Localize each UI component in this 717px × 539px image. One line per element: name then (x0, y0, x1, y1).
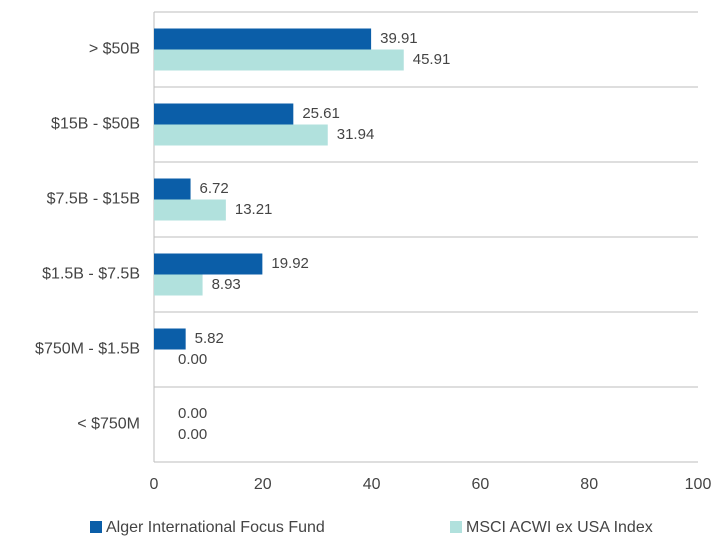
value-label: 19.92 (271, 255, 309, 272)
x-tick-label: 40 (363, 476, 381, 493)
value-label: 8.93 (212, 276, 241, 293)
value-label: 6.72 (200, 180, 229, 197)
y-tick-label: $15B - $50B (51, 116, 140, 133)
x-tick-label: 0 (150, 476, 159, 493)
bar (154, 103, 294, 125)
value-label: 0.00 (178, 426, 207, 443)
value-label: 0.00 (178, 405, 207, 422)
value-label: 25.61 (302, 105, 340, 122)
value-label: 5.82 (195, 330, 224, 347)
bar (154, 28, 372, 50)
y-tick-label: $7.5B - $15B (47, 191, 140, 208)
y-tick-label: $750M - $1.5B (35, 341, 140, 358)
bar (154, 178, 191, 200)
legend-label: Alger International Focus Fund (106, 519, 325, 536)
bar (154, 124, 328, 146)
x-tick-label: 60 (472, 476, 490, 493)
bar (154, 199, 226, 221)
x-tick-label: 80 (580, 476, 598, 493)
value-label: 0.00 (178, 351, 207, 368)
x-tick-label: 100 (685, 476, 712, 493)
bar (154, 274, 203, 296)
y-tick-label: $1.5B - $7.5B (42, 266, 140, 283)
value-label: 45.91 (413, 51, 451, 68)
x-tick-label: 20 (254, 476, 272, 493)
value-label: 31.94 (337, 126, 375, 143)
y-tick-label: < $750M (77, 416, 140, 433)
bar (154, 253, 263, 275)
legend-swatch (450, 521, 462, 533)
value-label: 13.21 (235, 201, 273, 218)
legend-swatch (90, 521, 102, 533)
legend-label: MSCI ACWI ex USA Index (466, 519, 653, 536)
bar (154, 49, 404, 71)
value-label: 39.91 (380, 30, 418, 47)
y-tick-label: > $50B (89, 41, 140, 58)
bar (154, 328, 186, 350)
